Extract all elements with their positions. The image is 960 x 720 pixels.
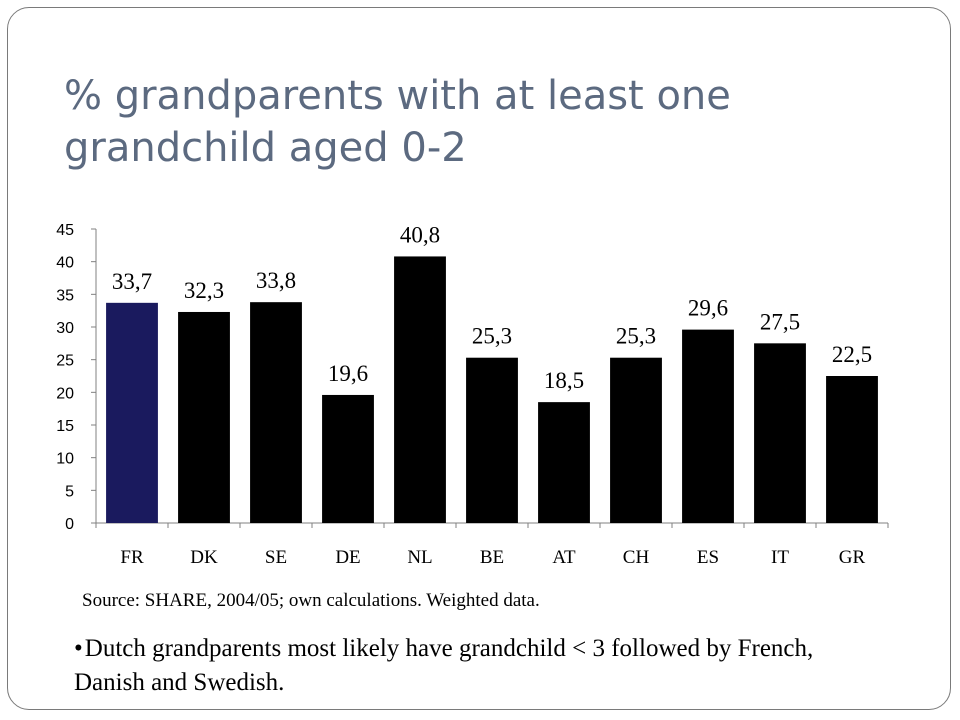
data-label: 18,5 bbox=[544, 368, 584, 393]
bar bbox=[754, 343, 806, 523]
source-note: Source: SHARE, 2004/05; own calculations… bbox=[82, 590, 540, 611]
y-tick-label: 30 bbox=[56, 320, 74, 337]
bar bbox=[826, 376, 878, 523]
data-label: 33,8 bbox=[256, 268, 296, 293]
slide-title: % grandparents with at least one grandch… bbox=[64, 73, 731, 171]
bar bbox=[466, 357, 518, 523]
bar bbox=[322, 394, 374, 523]
x-category-label: SE bbox=[265, 547, 287, 568]
x-category-label: NL bbox=[407, 547, 432, 568]
x-category-label: IT bbox=[771, 547, 789, 568]
bar bbox=[682, 329, 734, 523]
bar bbox=[178, 311, 230, 523]
x-category-label: ES bbox=[697, 547, 719, 568]
bar bbox=[106, 302, 158, 523]
data-label: 40,8 bbox=[400, 222, 440, 247]
data-label: 33,7 bbox=[112, 269, 152, 294]
y-tick-label: 15 bbox=[56, 418, 74, 435]
data-label: 29,6 bbox=[688, 296, 728, 321]
x-category-label: GR bbox=[839, 547, 866, 568]
x-category-label: BE bbox=[480, 547, 504, 568]
y-tick-label: 10 bbox=[56, 451, 74, 468]
data-label: 25,3 bbox=[616, 324, 656, 349]
y-tick-label: 40 bbox=[56, 255, 74, 272]
bullet-text: Dutch grandparents most likely have gran… bbox=[74, 635, 814, 696]
y-tick-label: 45 bbox=[56, 222, 74, 239]
data-label: 27,5 bbox=[760, 309, 800, 334]
data-label: 22,5 bbox=[832, 342, 872, 367]
bar bbox=[538, 402, 590, 523]
bar bbox=[610, 357, 662, 523]
y-tick-label: 25 bbox=[56, 353, 74, 370]
y-tick-label: 0 bbox=[65, 516, 74, 533]
x-category-label: FR bbox=[120, 547, 144, 568]
x-category-label: CH bbox=[623, 547, 650, 568]
data-label: 32,3 bbox=[184, 278, 224, 303]
x-category-label: DE bbox=[335, 547, 360, 568]
bullet-marker: • bbox=[74, 635, 83, 662]
x-category-label: DK bbox=[190, 547, 218, 568]
y-tick-label: 5 bbox=[65, 483, 74, 500]
bullet-note: •Dutch grandparents most likely have gra… bbox=[74, 632, 834, 700]
x-category-label: AT bbox=[552, 547, 576, 568]
data-label: 19,6 bbox=[328, 361, 368, 386]
bar bbox=[394, 256, 446, 523]
y-tick-label: 20 bbox=[56, 385, 74, 402]
data-label: 25,3 bbox=[472, 324, 512, 349]
bar bbox=[250, 302, 302, 523]
y-tick-label: 35 bbox=[56, 287, 74, 304]
